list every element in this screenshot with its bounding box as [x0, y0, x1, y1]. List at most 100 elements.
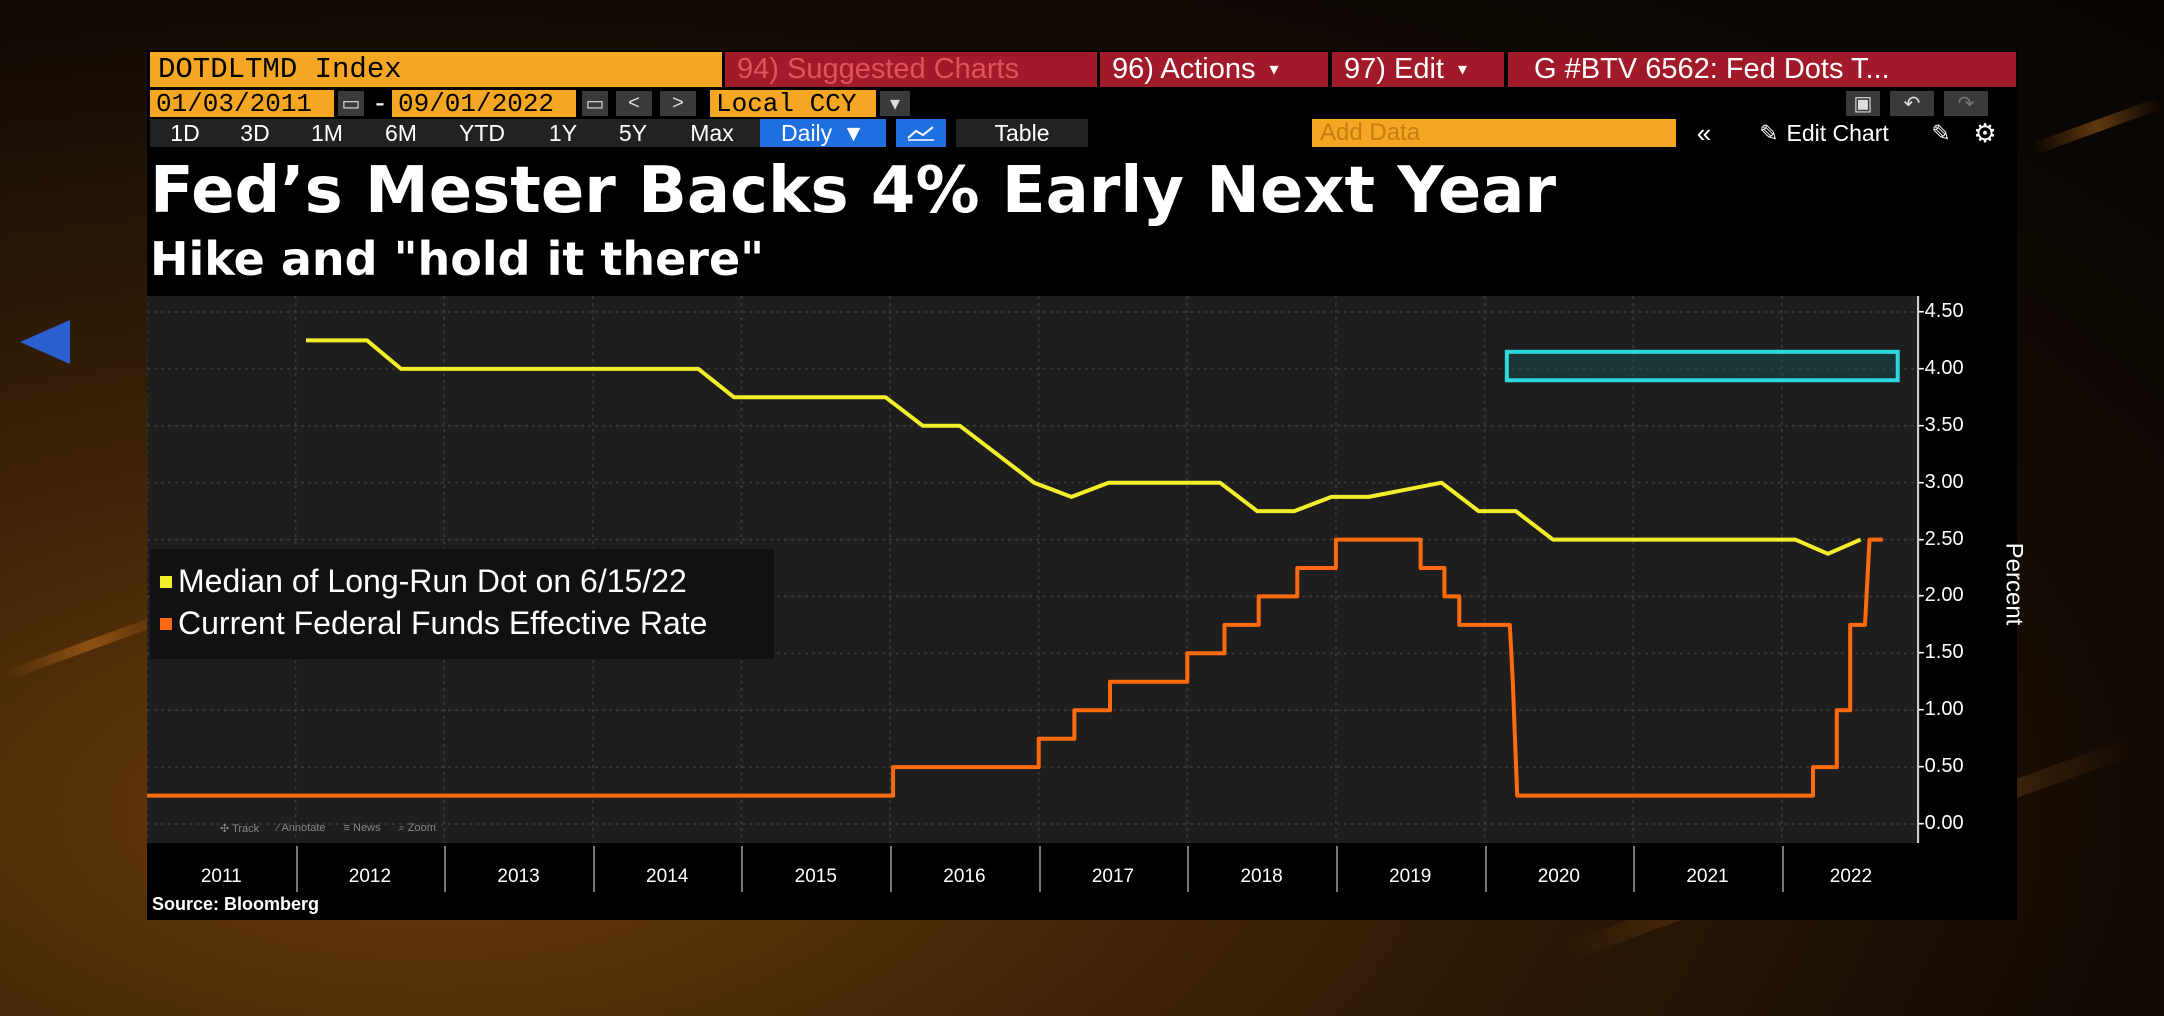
x-tick-separator [1038, 846, 1041, 892]
x-tick-label: 2014 [646, 866, 689, 887]
chart-plot-area[interactable] [146, 296, 1920, 843]
period-button-max[interactable]: Max [690, 119, 734, 146]
x-tick-label: 2013 [497, 866, 540, 887]
x-axis-bar [147, 846, 1920, 896]
actions-label: 96) Actions [1112, 53, 1256, 85]
x-tick-separator [444, 846, 447, 892]
x-tick-separator [295, 846, 298, 892]
edit-menu[interactable]: 97) Edit ▾ [1332, 52, 1504, 87]
y-tick-label: -3.00 [1918, 470, 1964, 493]
start-date-field[interactable]: 01/03/2011 [150, 90, 334, 117]
background-streak [2031, 97, 2163, 155]
y-tick-label: -4.00 [1918, 356, 1964, 379]
x-tick-label: 2021 [1686, 866, 1729, 887]
chart-name-text: G #BTV 6562: Fed Dots T... [1534, 53, 1890, 85]
y-tick-label: -1.00 [1918, 698, 1964, 721]
chevron-left-icon[interactable]: < [616, 91, 652, 116]
x-tick-separator [1335, 846, 1338, 892]
edit-chart-button[interactable]: ✎ Edit Chart [1759, 119, 1889, 146]
period-button-1m[interactable]: 1M [311, 119, 343, 146]
frequency-select[interactable]: Daily ▼ [760, 119, 886, 147]
source-note: Source: Bloomberg [152, 894, 320, 914]
track-tool[interactable]: ✣ Track [220, 823, 260, 835]
y-tick-label: -0.50 [1918, 755, 1964, 778]
x-tick-separator [1781, 846, 1784, 892]
gear-icon[interactable]: ⚙ [1973, 119, 1997, 147]
chevron-down-icon: ▾ [1269, 59, 1279, 79]
x-tick-label: 2019 [1389, 866, 1432, 887]
period-bar [150, 119, 760, 147]
ticker-text: DOTDLTMD Index [158, 53, 402, 86]
y-tick-label: -0.00 [1918, 812, 1964, 834]
currency-text: Local CCY [716, 90, 857, 117]
edit-label: 97) Edit [1344, 53, 1444, 85]
date-separator: - [375, 90, 385, 117]
page-subtitle: Hike and "hold it there" [150, 232, 765, 286]
undo-icon[interactable]: ↶ [1890, 91, 1934, 116]
x-tick-separator [1633, 846, 1636, 892]
period-button-1d[interactable]: 1D [170, 119, 200, 146]
x-tick-separator [890, 846, 893, 892]
chart-legend: Median of Long-Run Dot on 6/15/22 Curren… [150, 549, 774, 659]
x-tick-label: 2011 [200, 866, 242, 887]
background-arrow-icon [20, 320, 70, 364]
add-data-input[interactable]: Add Data [1312, 119, 1676, 147]
period-button-6m[interactable]: 6M [385, 119, 417, 146]
period-button-3d[interactable]: 3D [240, 119, 270, 146]
redo-icon[interactable]: ↷ [1944, 91, 1988, 116]
chevron-right-icon[interactable]: > [660, 91, 696, 116]
actions-menu[interactable]: 96) Actions ▾ [1100, 52, 1328, 87]
series-line-long-run-dot [306, 338, 1862, 556]
suggested-charts-label: 94) Suggested Charts [737, 53, 1020, 85]
x-tick-label: 2022 [1829, 866, 1873, 887]
series-line-fed-funds-rate [147, 537, 1883, 798]
chevron-down-icon: ▾ [1457, 59, 1467, 79]
y-axis-label: Percent [2000, 542, 2028, 626]
legend-item-fed-funds: Current Federal Funds Effective Rate [160, 605, 707, 642]
y-tick-label: -1.50 [1918, 641, 1964, 664]
legend-swatch-orange [160, 617, 172, 630]
period-button-5y[interactable]: 5Y [618, 119, 648, 146]
chart-title-field[interactable]: G #BTV 6562: Fed Dots T... [1508, 52, 2016, 87]
line-chart-type-icon[interactable] [896, 119, 946, 147]
collapse-icon[interactable]: « [1696, 119, 1712, 147]
x-tick-label: 2018 [1240, 866, 1283, 887]
x-tick-label: 2016 [943, 866, 986, 887]
chevron-down-icon[interactable]: ▾ [880, 91, 910, 116]
x-tick-separator [592, 846, 595, 892]
target-highlight-box [1504, 349, 1900, 383]
x-tick-label: 2012 [348, 866, 392, 887]
x-tick-separator [1187, 846, 1190, 892]
start-date-text: 01/03/2011 [156, 90, 313, 117]
y-tick-label: -2.00 [1918, 584, 1964, 607]
y-tick-label: -3.50 [1918, 413, 1964, 436]
legend-item-long-run-dot: Median of Long-Run Dot on 6/15/22 [160, 563, 687, 600]
pencil-icon: ✎ [1759, 119, 1779, 146]
suggested-charts-button[interactable]: 94) Suggested Charts [725, 52, 1097, 87]
calendar-icon[interactable]: ▭ [582, 91, 608, 116]
play-icon[interactable]: ▣ [1846, 91, 1880, 116]
x-tick-separator [741, 846, 744, 892]
chart-tools: ✣ Track ⁄ Annotate ≡ News ⌕ Zoom [220, 822, 436, 835]
ticker-field[interactable]: DOTDLTMD Index [150, 52, 722, 87]
currency-select[interactable]: Local CCY [710, 90, 876, 117]
period-button-1y[interactable]: 1Y [548, 119, 578, 146]
edit-window-icon[interactable]: ✎ [1931, 119, 1951, 146]
chevron-down-icon: ▼ [842, 119, 865, 146]
y-tick-label: -2.50 [1918, 527, 1964, 550]
x-tick-label: 2015 [794, 866, 837, 887]
y-tick-label: -4.50 [1918, 300, 1964, 322]
calendar-icon[interactable]: ▭ [338, 91, 364, 116]
x-tick-label: 2017 [1091, 866, 1135, 887]
period-button-ytd[interactable]: YTD [459, 119, 505, 146]
annotate-tool[interactable]: ⁄ Annotate [277, 822, 326, 834]
end-date-text: 09/01/2022 [398, 90, 555, 117]
legend-swatch-yellow [160, 575, 172, 588]
end-date-field[interactable]: 09/01/2022 [392, 90, 576, 117]
x-tick-label: 2020 [1537, 866, 1580, 887]
table-view-button[interactable]: Table [956, 119, 1088, 147]
x-tick-separator [1484, 846, 1487, 892]
page-title: Fed’s Mester Backs 4% Early Next Year [150, 154, 1556, 228]
news-tool[interactable]: ≡ News [343, 822, 381, 834]
zoom-tool[interactable]: ⌕ Zoom [398, 822, 436, 834]
